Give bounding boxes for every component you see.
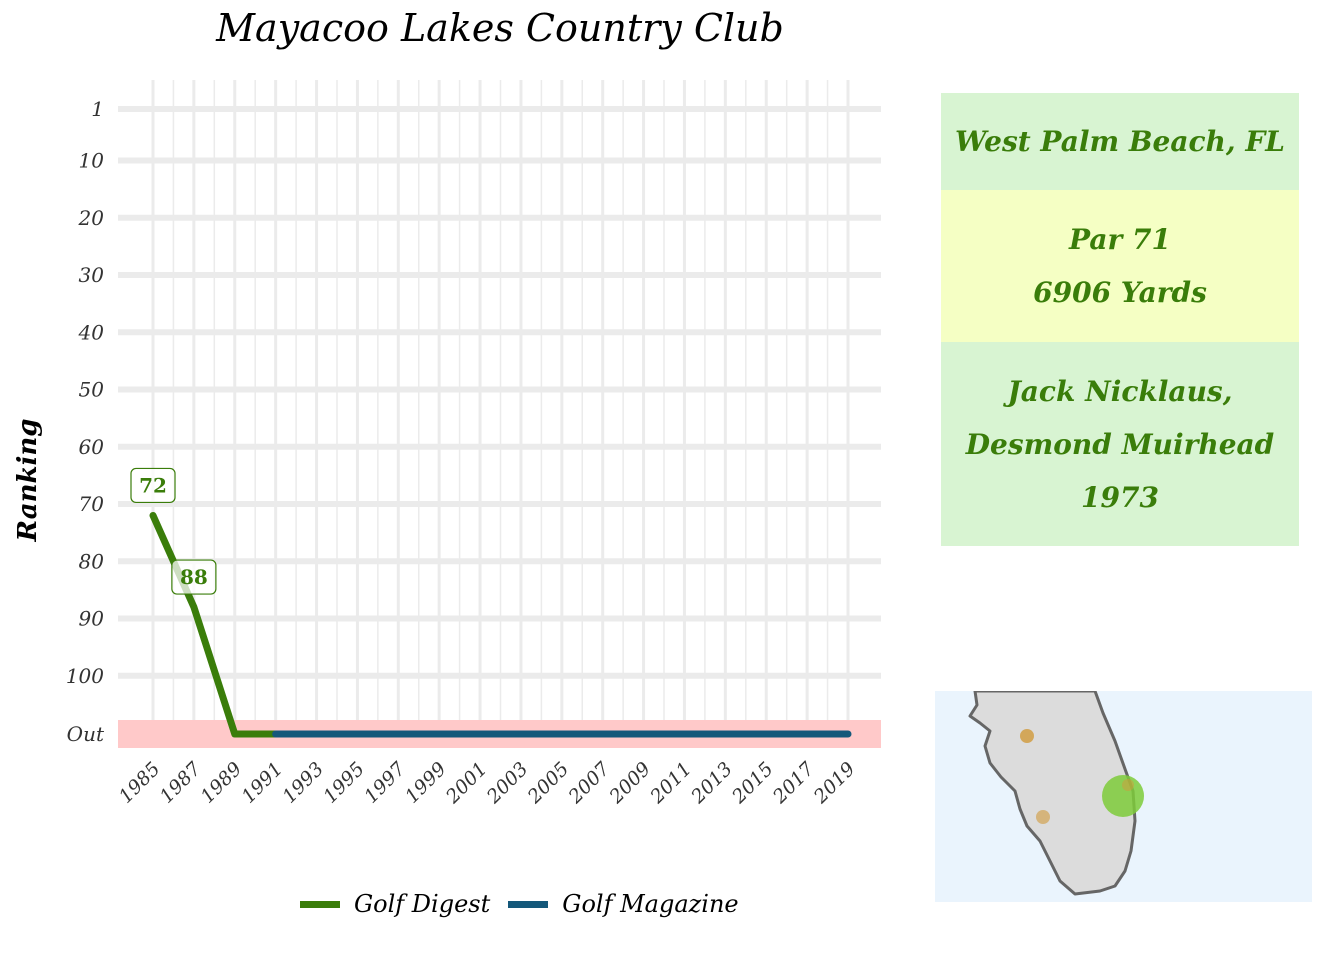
x-tick-label: 1993 bbox=[278, 758, 328, 808]
legend-item-golf-magazine: Golf Magazine bbox=[508, 890, 739, 918]
y-tick-label: 80 bbox=[79, 549, 105, 573]
y-tick-label: 1 bbox=[91, 97, 104, 121]
x-tick-label: 1987 bbox=[156, 757, 206, 807]
architect-block: Jack Nicklaus, Desmond Muirhead 1973 bbox=[941, 342, 1299, 546]
y-tick-label: 40 bbox=[78, 320, 105, 344]
legend-swatch-golf-magazine bbox=[508, 900, 549, 908]
y-tick-label: Out bbox=[67, 722, 105, 746]
course-info-panel: West Palm Beach, FL Par 71 6906 Yards Ja… bbox=[941, 93, 1299, 546]
data-label-72: 72 bbox=[130, 467, 176, 504]
x-tick-label: 1999 bbox=[401, 758, 451, 808]
x-tick-label: 2013 bbox=[686, 758, 736, 808]
data-label-88: 88 bbox=[171, 559, 217, 595]
x-tick-label: 1995 bbox=[319, 758, 369, 808]
y-tick-label: 70 bbox=[79, 492, 105, 516]
par-text: Par 71 bbox=[1069, 223, 1171, 256]
map-marker-other-2 bbox=[1036, 810, 1050, 824]
x-tick-label: 2001 bbox=[441, 758, 491, 808]
legend-label-golf-magazine: Golf Magazine bbox=[562, 890, 739, 918]
x-tick-label: 2017 bbox=[768, 757, 819, 808]
architect-line-1: Jack Nicklaus, bbox=[1007, 374, 1233, 408]
y-tick-label: 100 bbox=[66, 664, 104, 688]
course-stats-block: Par 71 6906 Yards bbox=[941, 190, 1299, 342]
location-map bbox=[935, 691, 1312, 902]
map-marker-other-1 bbox=[1020, 729, 1034, 743]
x-tick-label: 1989 bbox=[197, 758, 247, 808]
data-label-box bbox=[171, 559, 217, 595]
y-tick-label: 90 bbox=[79, 607, 105, 631]
y-tick-label: 50 bbox=[79, 378, 105, 402]
legend-swatch-golf-digest bbox=[300, 900, 340, 908]
florida-map-icon bbox=[968, 691, 1144, 896]
data-label-box bbox=[130, 467, 176, 504]
x-tick-label: 2005 bbox=[523, 758, 573, 808]
year-built-text: 1973 bbox=[1081, 480, 1159, 514]
x-tick-label: 2007 bbox=[564, 757, 615, 808]
legend-label-golf-digest: Golf Digest bbox=[354, 890, 491, 918]
y-tick-label: 60 bbox=[79, 435, 105, 459]
map-marker-current-center bbox=[1122, 779, 1134, 791]
location-text: West Palm Beach, FL bbox=[955, 125, 1285, 158]
map-marker-current-course bbox=[1102, 775, 1144, 817]
legend-item-golf-digest: Golf Digest bbox=[300, 890, 490, 918]
x-tick-label: 1997 bbox=[360, 757, 410, 807]
data-label-text: 72 bbox=[139, 473, 167, 497]
x-tick-label: 2015 bbox=[727, 758, 777, 808]
architect-line-2: Desmond Muirhead bbox=[965, 427, 1275, 461]
y-tick-label: 20 bbox=[78, 206, 105, 230]
x-tick-label: 2003 bbox=[482, 758, 532, 808]
x-tick-label: 2009 bbox=[605, 758, 655, 808]
x-tick-label: 2011 bbox=[646, 758, 696, 808]
x-tick-label: 2019 bbox=[809, 758, 859, 808]
data-label-text: 88 bbox=[180, 565, 208, 589]
chart-title: Mayacoo Lakes Country Club bbox=[216, 6, 784, 50]
florida-landmass bbox=[968, 691, 1137, 896]
x-tick-label: 1985 bbox=[115, 758, 165, 808]
y-tick-label: 30 bbox=[79, 263, 105, 287]
yards-text: 6906 Yards bbox=[1033, 276, 1207, 309]
y-tick-label: 10 bbox=[79, 149, 105, 173]
x-tick-label: 1991 bbox=[237, 758, 287, 808]
location-block: West Palm Beach, FL bbox=[941, 93, 1299, 190]
chart-legend: Golf Digest Golf Magazine bbox=[300, 890, 757, 918]
